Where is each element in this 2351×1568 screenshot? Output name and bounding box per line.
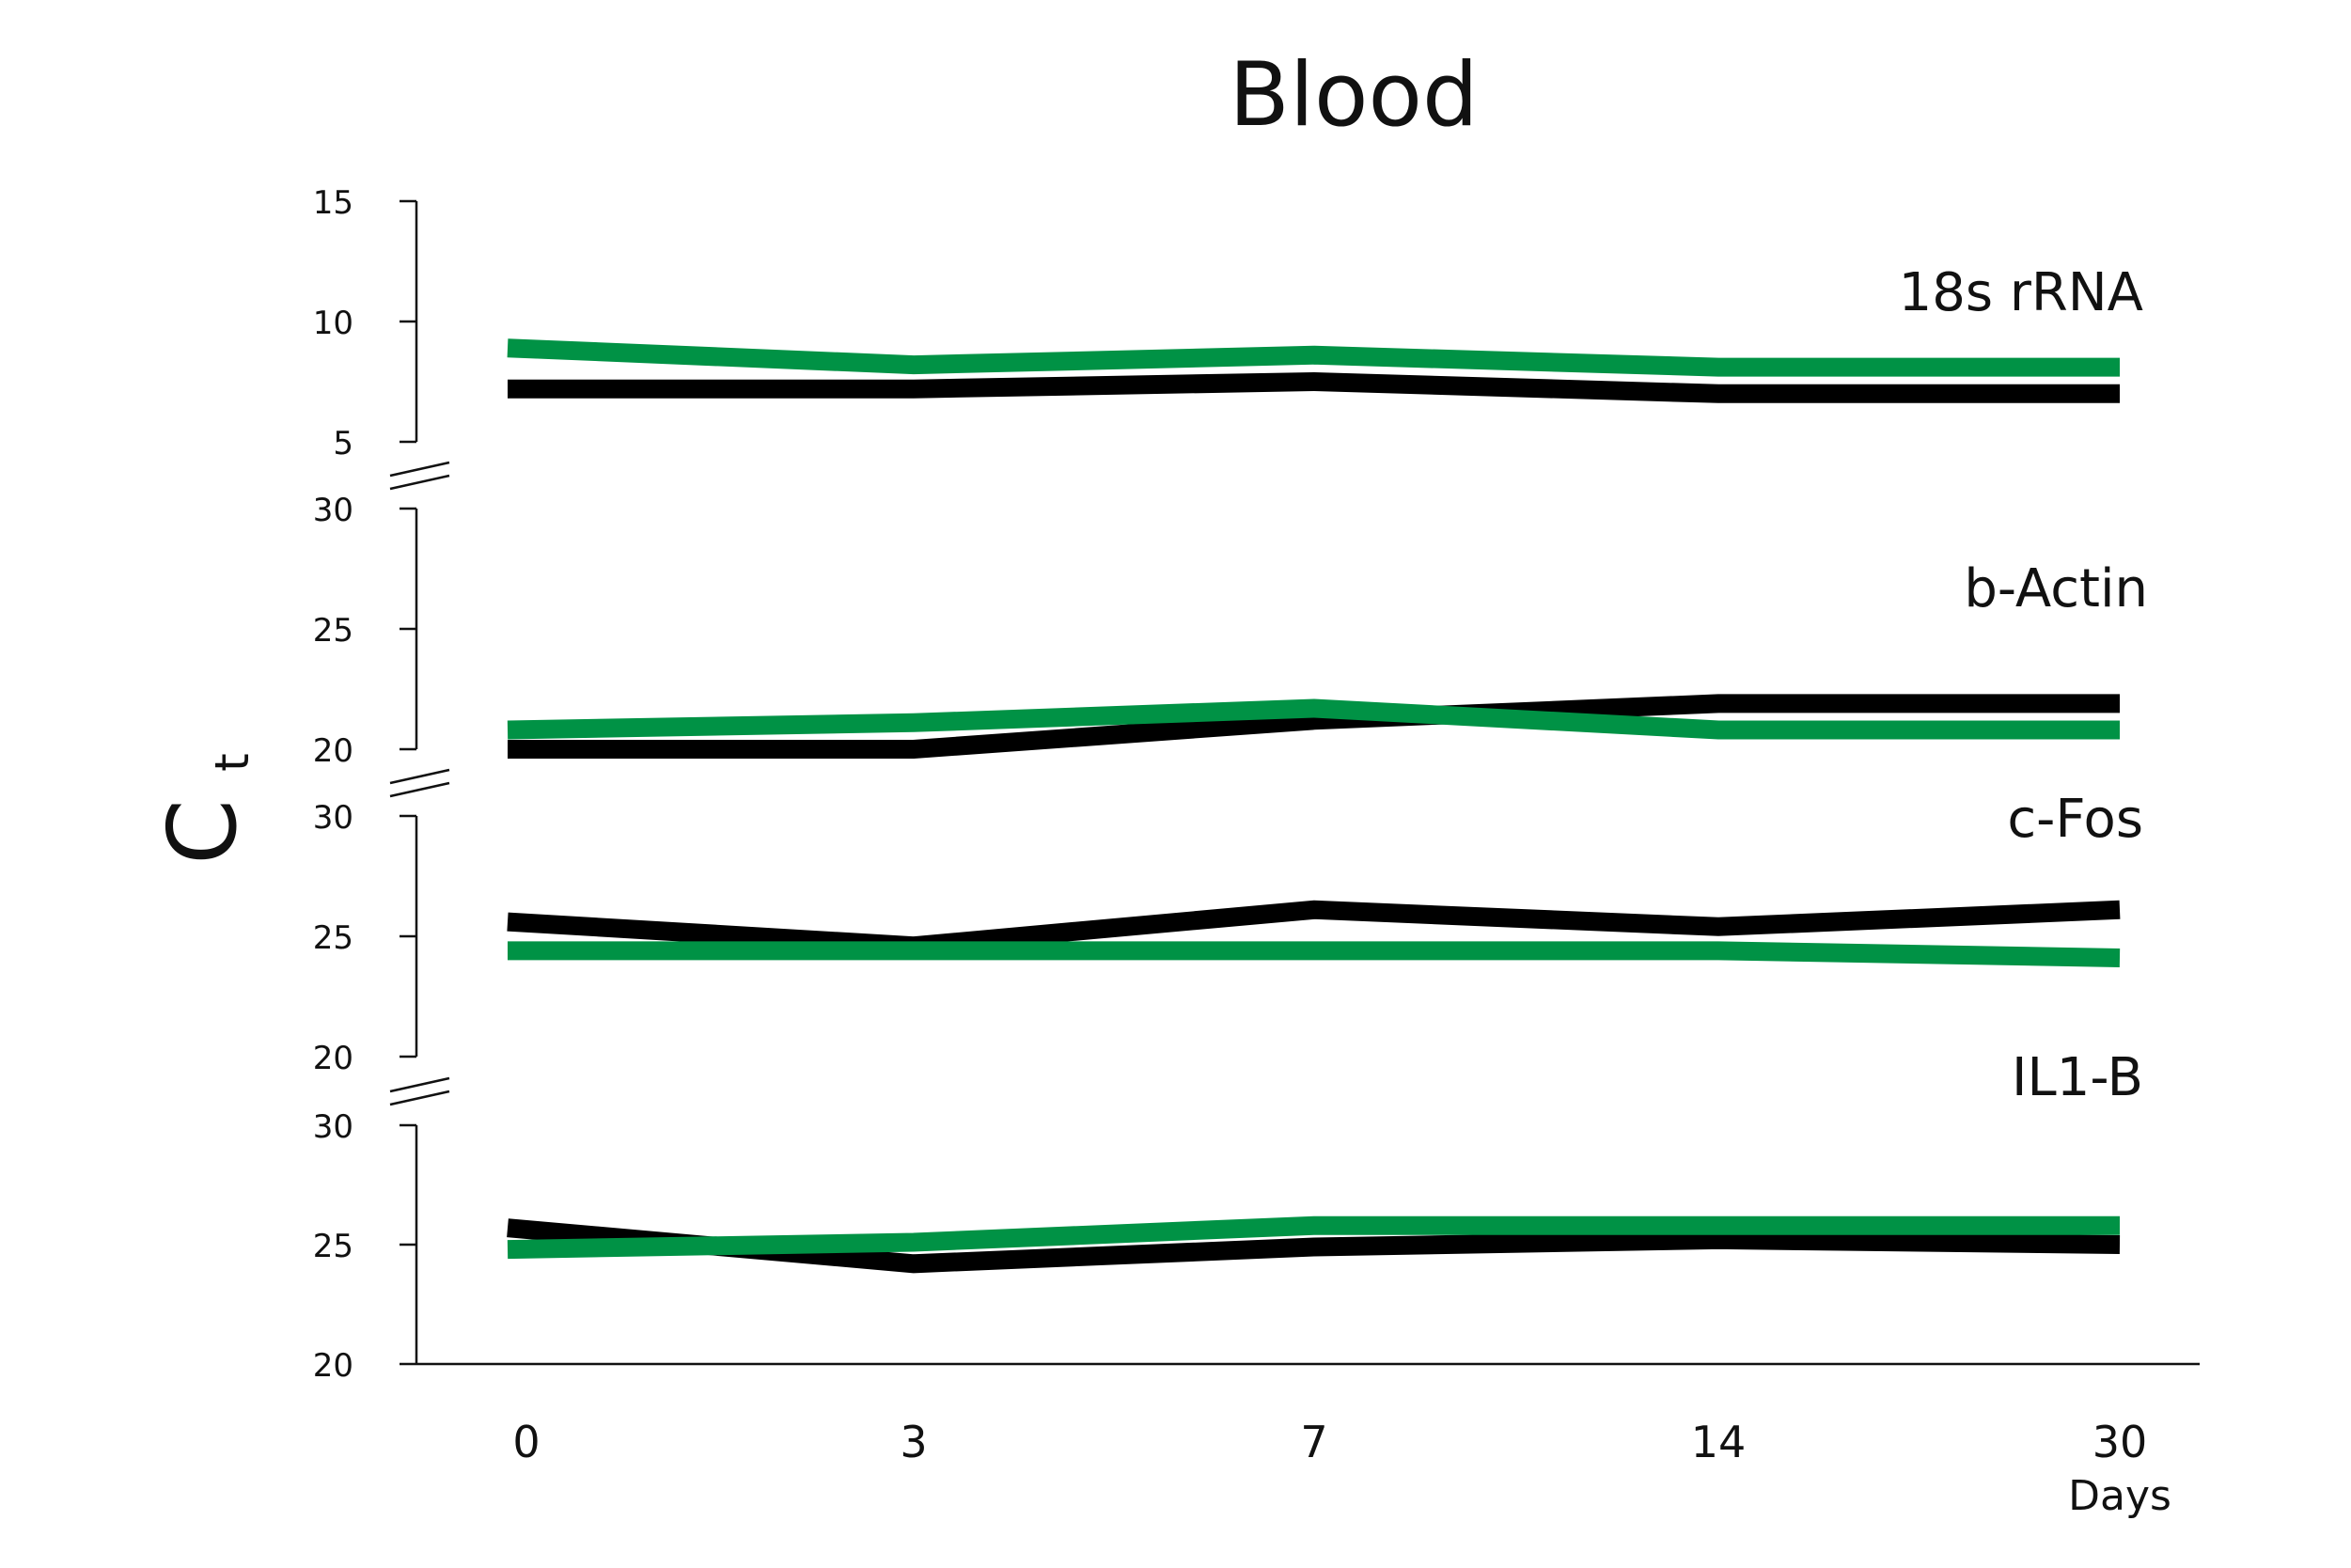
series-line-black bbox=[507, 900, 2121, 956]
series-line-green bbox=[507, 698, 2120, 740]
y-tick-label: 25 bbox=[313, 1228, 353, 1265]
series-line-green bbox=[507, 1215, 2120, 1260]
y-axis-label-main: C bbox=[148, 799, 258, 865]
axis-breaks bbox=[389, 461, 450, 1106]
y-tick-label: 30 bbox=[313, 799, 353, 837]
panel-3: 20 25 30 c-Fos bbox=[313, 789, 2143, 1077]
y-tick-label: 5 bbox=[333, 425, 353, 463]
panel-label: IL1-B bbox=[2012, 1047, 2143, 1108]
axis-break-mark bbox=[389, 768, 450, 798]
panel-label: b-Actin bbox=[1964, 558, 2148, 619]
y-tick-label: 15 bbox=[313, 184, 353, 222]
y-tick-label: 20 bbox=[313, 1347, 353, 1385]
panel-1: 5 10 15 18s rRNA bbox=[313, 184, 2143, 463]
y-tick-label: 20 bbox=[313, 732, 353, 770]
series-line-green bbox=[508, 941, 2121, 967]
panel-label: 18s rRNA bbox=[1899, 262, 2143, 323]
y-tick-label: 20 bbox=[313, 1040, 353, 1077]
y-tick-label: 30 bbox=[313, 492, 353, 529]
y-tick-label: 10 bbox=[313, 305, 353, 342]
x-tick-label: 30 bbox=[2092, 1417, 2148, 1467]
x-tick-label: 14 bbox=[1691, 1417, 1747, 1467]
series-line-black bbox=[508, 371, 2120, 403]
y-tick-label: 25 bbox=[313, 612, 353, 650]
series-line-green bbox=[507, 338, 2120, 377]
x-axis-label: Days bbox=[2068, 1472, 2171, 1520]
panel-label: c-Fos bbox=[2007, 789, 2143, 850]
panel-2: 20 25 30 b-Actin bbox=[313, 492, 2148, 770]
y-tick-label: 30 bbox=[313, 1108, 353, 1146]
series-line-black bbox=[508, 694, 2120, 759]
x-tick-label: 7 bbox=[1300, 1417, 1327, 1467]
chart-title: Blood bbox=[1229, 44, 1478, 147]
y-tick-label: 25 bbox=[313, 919, 353, 957]
x-tick-label: 3 bbox=[900, 1417, 927, 1467]
panel-4: 20 25 30 IL1-B bbox=[313, 1047, 2143, 1385]
y-axis-label-subscript: t bbox=[205, 753, 259, 772]
axis-break-mark bbox=[389, 461, 450, 491]
y-axis-label: C t bbox=[148, 753, 259, 865]
axis-break-mark bbox=[389, 1076, 450, 1106]
x-axis: 0 3 7 14 30 bbox=[416, 1362, 2200, 1467]
x-tick-label: 0 bbox=[512, 1417, 540, 1467]
